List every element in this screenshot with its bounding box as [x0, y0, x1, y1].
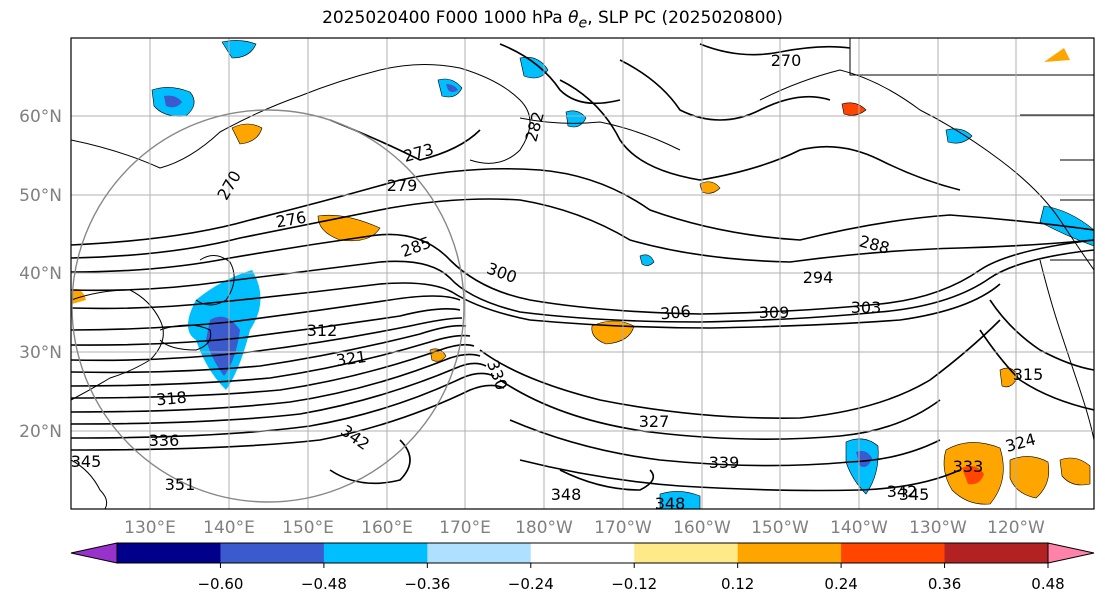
title-suffix: , SLP PC (2025020800): [587, 8, 783, 28]
contour-label: 345: [71, 452, 102, 471]
longitude-label: 130°E: [124, 518, 176, 538]
contour-label: 348: [551, 485, 582, 504]
title-theta: θ: [568, 8, 579, 28]
colorbar-segment: [634, 543, 739, 563]
latitude-label: 40°N: [19, 264, 62, 284]
colorbar-tick-label: −0.12: [611, 575, 657, 593]
colorbar-segment: [737, 543, 842, 563]
title-prefix: 2025020400 F000 1000 hPa: [322, 8, 569, 28]
contour-label: 309: [759, 303, 790, 322]
colorbar-segment: [530, 543, 635, 563]
latitude-label: 30°N: [19, 343, 62, 363]
colorbar-tick-label: 0.24: [824, 575, 857, 593]
longitude-labels: 130°E 140°E 150°E 160°E 170°E 180°W 170°W 160°W…: [124, 518, 1045, 538]
longitude-label: 130°W: [909, 518, 967, 538]
contour-label: 348: [655, 494, 686, 513]
longitude-label: 170°W: [594, 518, 652, 538]
contour-label: 339: [709, 453, 740, 472]
map-title: 2025020400 F000 1000 hPa θe, SLP PC (202…: [0, 8, 1105, 31]
longitude-label: 120°W: [987, 518, 1045, 538]
colorbar-tick-label: −0.48: [301, 575, 347, 593]
colorbar-segment: [323, 543, 428, 563]
contour-label: 342: [887, 482, 918, 501]
contour-lines: [71, 43, 1094, 492]
contour-label: 312: [307, 321, 338, 340]
colorbar-tick-label: 0.36: [928, 575, 961, 593]
contour-label: 351: [165, 475, 196, 494]
latitude-label: 20°N: [19, 422, 62, 442]
contour-label: 294: [803, 268, 834, 287]
longitude-label: 160°W: [673, 518, 731, 538]
title-subscript: e: [578, 15, 588, 32]
colorbar-segment: [841, 543, 946, 563]
longitude-label: 150°W: [751, 518, 809, 538]
colorbar-extend-low: [70, 542, 118, 564]
coastlines: [71, 38, 1094, 509]
contour-label: 345: [899, 485, 930, 504]
colorbar-tick-label: 0.48: [1031, 575, 1064, 593]
contour-label: 333: [953, 457, 984, 476]
colorbar-tick-label: −0.24: [508, 575, 554, 593]
contour-label: 321: [335, 347, 368, 370]
contour-label: 318: [155, 388, 187, 410]
contour-label: 336: [149, 431, 180, 450]
colorbar-segment: [220, 543, 325, 563]
colorbar-tick-label: −0.60: [197, 575, 243, 593]
colorbar-segment: [117, 543, 221, 563]
colorbar-frame: [116, 542, 1049, 564]
longitude-label: 140°W: [830, 518, 888, 538]
reference-circle: [71, 109, 465, 503]
latitude-label: 60°N: [19, 107, 62, 127]
colorbar-segment: [427, 543, 532, 563]
latitude-label: 50°N: [19, 186, 62, 206]
contour-label: 327: [639, 412, 670, 431]
map-frame: [70, 37, 1095, 510]
colorbar: −0.60 −0.48 −0.36 −0.24 −0.12 0.12 0.24 0.36 0.4…: [70, 542, 1095, 593]
longitude-label: 170°E: [439, 518, 491, 538]
contour-label: 306: [659, 302, 691, 324]
colorbar-extend-high: [1047, 542, 1095, 564]
longitude-label: 160°E: [361, 518, 413, 538]
colorbar-segment: [944, 543, 1049, 563]
colorbar-tick-label: 0.12: [721, 575, 754, 593]
longitude-label: 140°E: [203, 518, 255, 538]
contour-label: 303: [851, 298, 882, 317]
longitude-label: 150°E: [282, 518, 334, 538]
latitude-labels: 60°N 50°N 40°N 30°N 20°N: [19, 107, 62, 442]
longitude-label: 180°W: [515, 518, 573, 538]
contour-label: 270: [771, 51, 802, 70]
colorbar-tick-label: −0.36: [404, 575, 450, 593]
gridlines: [71, 38, 1094, 509]
contour-label: 279: [387, 176, 418, 195]
contour-label: 315: [1013, 365, 1044, 384]
